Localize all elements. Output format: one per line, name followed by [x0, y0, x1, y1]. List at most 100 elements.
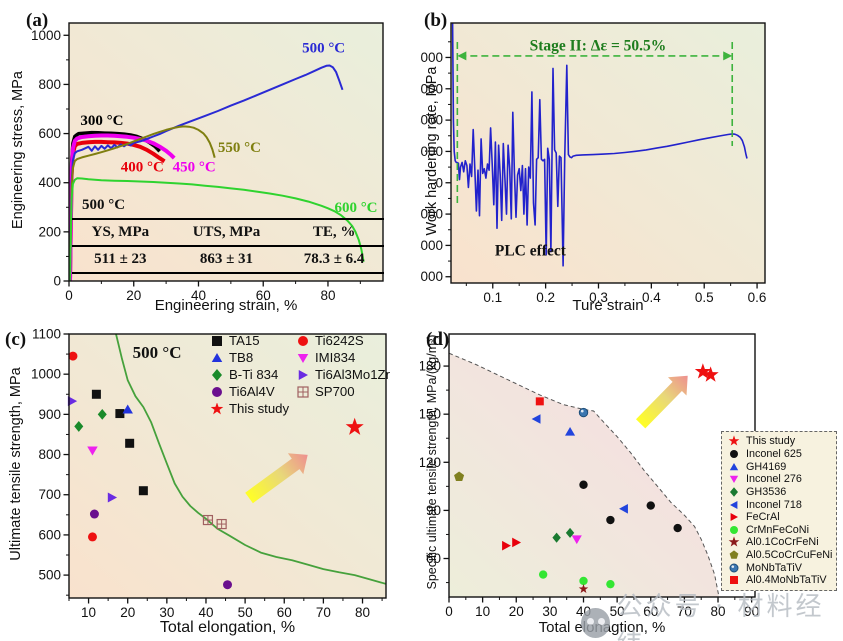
- point-al0-1cocrfeni: [578, 583, 589, 594]
- legend-marker-monbtativ: [729, 563, 739, 573]
- point-inconel-625: [606, 515, 615, 525]
- point-crmnfeconi: [606, 579, 615, 589]
- series-500-c-boundary: [115, 334, 386, 585]
- legend-marker-al0-4monbtativ: [730, 576, 738, 585]
- y-tick-label: 180: [420, 359, 441, 374]
- panel-tag-d: (d): [426, 329, 450, 350]
- axes-box: [450, 22, 766, 284]
- legend-label: Al0.4MoNbTaTiV: [746, 574, 827, 587]
- x-tick-label: 40: [198, 605, 213, 620]
- y-tick-label: 1000: [31, 367, 61, 382]
- plot-c: 500 °C 10 20 30 40 50 60 70 80 500 600 700 800 900 100…: [31, 327, 387, 620]
- label-600c: 600 °C: [334, 200, 377, 216]
- y-tick-label: 90: [426, 503, 441, 518]
- legend-label: Inconel 718: [746, 498, 802, 511]
- x-tick-label: 20: [126, 288, 141, 303]
- points-ti6al3mo1zr: [67, 396, 118, 503]
- legend-marker-gh4169: [729, 462, 739, 470]
- x-axis-label-c: Total elongation, %: [159, 619, 296, 636]
- point-imi834: [87, 446, 98, 456]
- point-ti6al4v: [223, 580, 232, 590]
- x-tick-label: 0.1: [483, 290, 502, 305]
- legend-marker-al0-5cocrcufeni: [729, 550, 739, 559]
- y-tick-label: 900: [38, 407, 61, 422]
- plot-d: 0 10 20 30 40 50 60 70 80 90 60 90 120 150 180: [420, 333, 759, 619]
- label-500c: 500 °C: [302, 40, 345, 56]
- series-550-c: [69, 125, 216, 281]
- x-tick-label: 70: [677, 604, 692, 619]
- legend-item-sp700: SP700: [296, 384, 355, 399]
- x-tick-label: 40: [576, 604, 591, 619]
- point-ta15: [138, 486, 148, 496]
- series-450-c: [69, 133, 176, 281]
- point-inconel-276: [571, 535, 582, 545]
- plot-a: 300 °C 400 °C 450 °C 500 °C 550 °C 600 °C 0 20 4…: [31, 22, 384, 303]
- y-axis-label-d: Specific ultimate tensile strength, MPa/…: [425, 334, 439, 590]
- points-gh4169: [565, 427, 576, 436]
- x-tick-label: 90: [744, 604, 759, 619]
- point-ta15: [125, 438, 135, 448]
- legend-item-gh3536: GH3536: [727, 486, 832, 499]
- point-ti6242s: [87, 532, 97, 542]
- y-tick-label: 700: [38, 487, 61, 502]
- points-al0-4monbtativ: [535, 397, 544, 406]
- legend-marker-imi834: [297, 353, 309, 363]
- label-450c: 450 °C: [173, 160, 216, 176]
- y-axis-label-a: Engineering stress, MPa: [10, 71, 26, 229]
- x-tick-label: 50: [238, 605, 253, 620]
- points-inconel-276: [571, 535, 582, 545]
- x-tick-label: 80: [355, 605, 370, 620]
- legend-label: CrMnFeCoNi: [746, 523, 809, 536]
- legend-marker-tb8: [211, 352, 223, 362]
- points-inconel-718: [531, 414, 628, 514]
- label-300c: 300 °C: [80, 113, 123, 129]
- point-inconel-625: [646, 501, 655, 510]
- legend-item-b-ti-834: B-Ti 834: [210, 367, 278, 382]
- points-al0-1cocrfeni: [578, 583, 589, 594]
- point-monbtativ-highlight: [580, 409, 584, 413]
- y-tick-label: 120: [420, 455, 441, 470]
- feasible-region: [449, 353, 719, 597]
- y-tick-label: 200: [38, 224, 61, 239]
- legend-item-ta15: TA15: [210, 333, 260, 348]
- label-550c: 550 °C: [218, 140, 261, 156]
- axes-box: [68, 333, 387, 599]
- x-tick-label: 70: [316, 605, 331, 620]
- legend-marker-this-study: [728, 435, 740, 446]
- x-tick-label: 10: [475, 604, 490, 619]
- legend-marker-tb8: [211, 352, 223, 362]
- legend-label: Ti6Al4V: [229, 384, 275, 399]
- plot-b: Stage II: Δε = 50.5% PLC effect 0.1 0.2 0.3 0…: [420, 22, 766, 305]
- legend-d: This study Inconel 625 GH4169 Inconel 276 GH…: [721, 431, 838, 591]
- points-inconel-625: [579, 480, 682, 533]
- legend-marker-b-ti-834: [212, 368, 222, 381]
- y-tick-label: 2000: [420, 144, 443, 159]
- arrowhead-left: [457, 51, 467, 61]
- y-tick-label: 800: [38, 77, 61, 92]
- legend-item-ti6al4v: Ti6Al4V: [210, 384, 275, 399]
- panel-tag-a: (a): [26, 10, 49, 31]
- legend-item-inconel-625: Inconel 625: [727, 448, 832, 461]
- x-tick-label: 40: [191, 288, 206, 303]
- y-tick-label: 500: [38, 568, 61, 583]
- legend-marker-ti6al3mo1zr: [298, 369, 308, 380]
- legend-label: TB8: [229, 350, 254, 365]
- legend-item-this-study: This study: [210, 401, 289, 416]
- point-inconel-718: [619, 503, 628, 514]
- point-fecral: [512, 537, 522, 548]
- legend-marker-fecral: [730, 513, 738, 522]
- panel-tag-b: (b): [424, 10, 448, 31]
- point-ta15: [115, 409, 125, 419]
- legend-marker-inconel-276: [729, 476, 739, 484]
- legend-label: SP700: [315, 384, 355, 399]
- legend-label: IMI834: [315, 350, 356, 365]
- y-tick-label: 150: [420, 407, 441, 422]
- points-ti6al4v: [89, 509, 232, 590]
- x-tick-label: 0.4: [642, 290, 661, 305]
- legend-marker-inconel-718: [730, 500, 738, 509]
- points-crmnfeconi: [538, 570, 615, 589]
- legend-label: TA15: [229, 333, 260, 348]
- x-tick-label: 80: [320, 288, 335, 303]
